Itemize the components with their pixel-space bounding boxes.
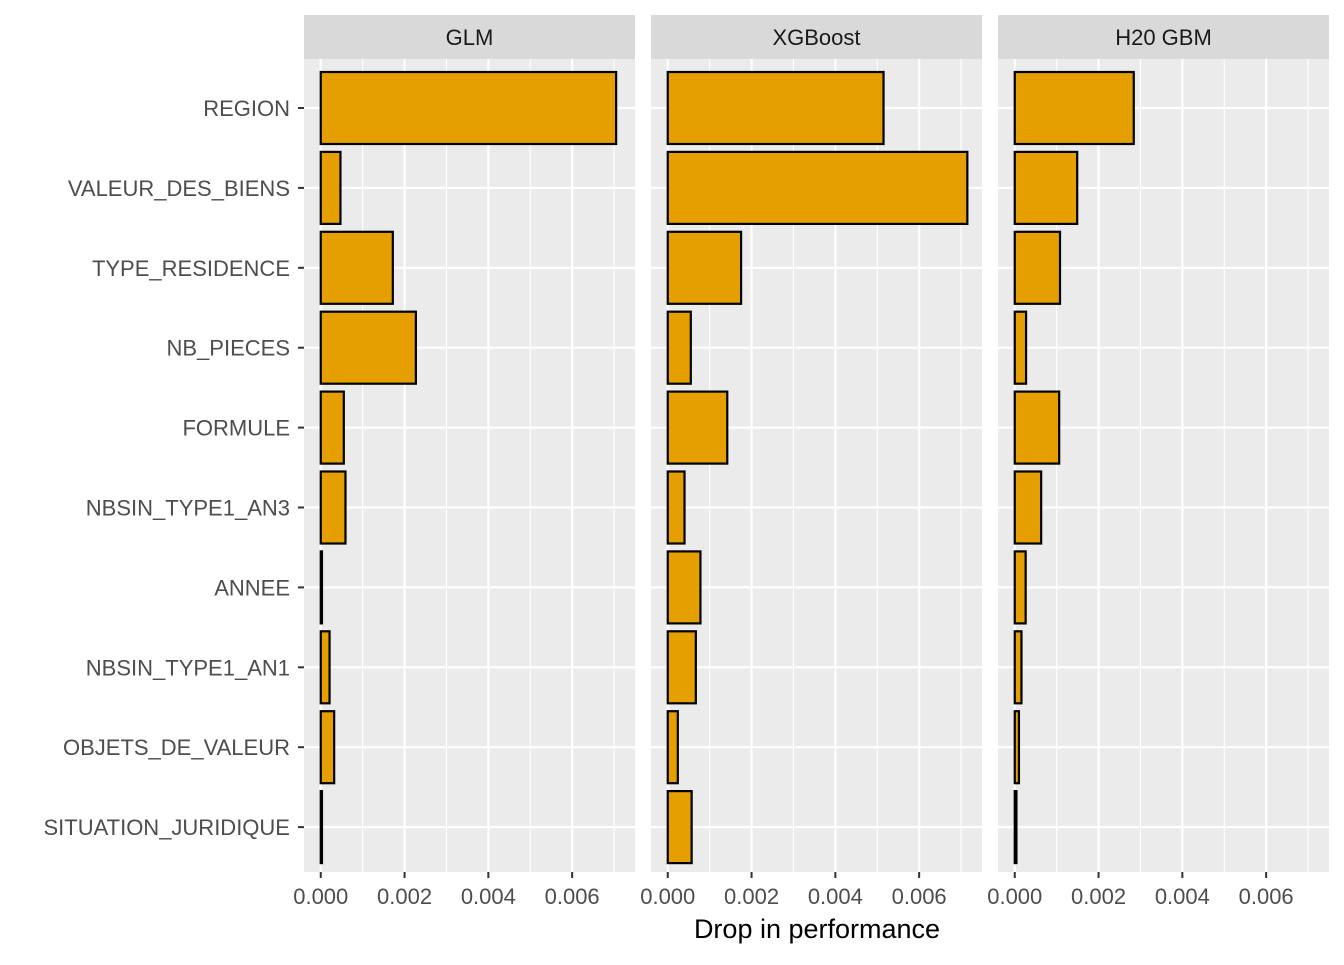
facet-strip [651,15,982,59]
bar-glm-region [319,70,618,146]
bar-h20-gbm-region [1013,70,1135,146]
bar-h20-gbm-situation-juridique [1013,789,1018,865]
bar-h20-gbm-type-residence [1013,230,1062,305]
bar-xgboost-valeur-des-biens [666,150,969,225]
facet-panel-h20-gbm: H20 GBM 0.000 0.002 0.004 0.006 [987,15,1329,909]
bar-h20-gbm-nb-pieces [1013,310,1028,385]
bar-h20-gbm-valeur-des-biens [1013,150,1079,225]
facet-strip-label: H20 GBM [1115,25,1212,50]
bar-h20-gbm-nbsin-type1-an3 [1013,470,1043,545]
x-axis-title: Drop in performance [694,914,940,944]
y-tick-label-nbsin-type1-an3: NBSIN_TYPE1_AN3 [86,496,290,521]
y-tick-label-objets-de-valeur: OBJETS_DE_VALEUR [63,735,290,760]
y-tick-label-annee: ANNEE [214,575,290,600]
x-tick-label: 0.006 [545,884,600,909]
panel-background [304,59,635,872]
x-tick-label: 0.000 [293,884,348,909]
x-tick-label: 0.004 [461,884,516,909]
y-tick-label-valeur-des-biens: VALEUR_DES_BIENS [68,176,290,201]
bar-xgboost-nb-pieces [666,310,692,385]
x-tick-label: 0.000 [640,884,695,909]
y-tick-label-nb-pieces: NB_PIECES [167,336,291,361]
bar-xgboost-nbsin-type1-an1 [666,630,697,705]
bar-xgboost-nbsin-type1-an3 [666,470,686,545]
y-axis: REGION VALEUR_DES_BIENS TYPE_RESIDENCE NB_P… [43,96,304,840]
bar-xgboost-situation-juridique [666,789,693,865]
bar-xgboost-region [666,70,885,146]
x-tick-label: 0.002 [724,884,779,909]
x-tick-label: 0.002 [1071,884,1126,909]
facet-strip-label: XGBoost [772,25,860,50]
bar-glm-annee [319,550,324,625]
x-tick-label: 0.004 [1155,884,1210,909]
x-tick-label: 0.006 [892,884,947,909]
bar-h20-gbm-objets-de-valeur [1013,710,1021,785]
bar-h20-gbm-annee [1013,550,1027,625]
bar-glm-formule [319,390,345,465]
facet-panel-xgboost: XGBoost 0.000 0.002 0.004 0.006 [640,15,982,909]
bar-glm-nbsin-type1-an3 [319,470,347,545]
y-tick-label-type-residence: TYPE_RESIDENCE [92,256,290,281]
bar-glm-objets-de-valeur [319,710,336,785]
facet-strip-label: GLM [446,25,494,50]
bar-h20-gbm-formule [1013,390,1061,465]
x-tick-label: 0.006 [1239,884,1294,909]
bar-xgboost-objets-de-valeur [666,710,679,785]
bar-glm-situation-juridique [319,789,324,865]
bar-glm-type-residence [319,230,394,305]
facet-strip [998,15,1329,59]
y-tick-label-formule: FORMULE [182,416,290,441]
y-tick-label-situation-juridique: SITUATION_JURIDIQUE [43,815,290,840]
bar-xgboost-formule [666,390,729,465]
bar-glm-nbsin-type1-an1 [319,630,331,705]
x-tick-label: 0.004 [808,884,863,909]
y-tick-label-region: REGION [203,96,290,121]
facet-panel-glm: GLM 0.000 0.002 0.004 0.006 [293,15,635,909]
bar-xgboost-type-residence [666,230,743,305]
x-tick-label: 0.002 [377,884,432,909]
bar-glm-valeur-des-biens [319,150,342,225]
facet-strip [304,15,635,59]
y-tick-label-nbsin-type1-an1: NBSIN_TYPE1_AN1 [86,655,290,680]
bar-glm-nb-pieces [319,310,417,385]
bar-xgboost-annee [666,550,702,625]
x-tick-label: 0.000 [987,884,1042,909]
facet-panels: GLM 0.000 0.002 0.004 0.006 XGBoost 0.000 0.002… [293,15,1329,909]
bar-h20-gbm-nbsin-type1-an1 [1013,630,1023,705]
